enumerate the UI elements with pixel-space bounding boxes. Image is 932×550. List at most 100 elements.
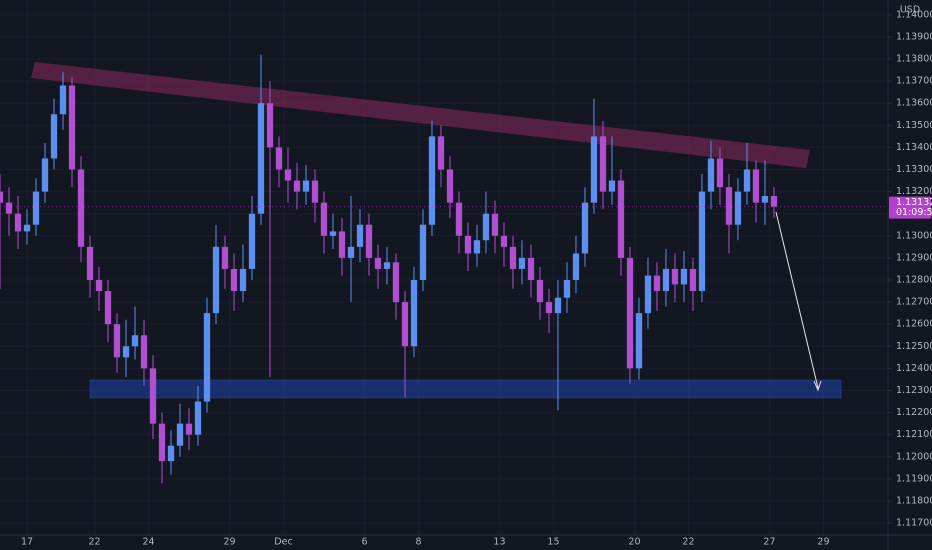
candle-body: [50, 114, 58, 159]
y-tick-label: 1.13200: [896, 186, 932, 197]
candle-body: [599, 136, 607, 192]
candle-body: [185, 423, 193, 435]
candle-body: [140, 335, 148, 369]
candle-body: [266, 103, 274, 148]
candle-body: [275, 147, 283, 170]
y-tick-label: 1.13300: [896, 164, 932, 175]
candle-body: [770, 196, 778, 207]
candle-body: [581, 202, 589, 254]
candle-body: [194, 401, 202, 435]
candle-body: [293, 180, 301, 192]
candle-body: [0, 191, 4, 203]
candle-body: [680, 268, 688, 285]
candle-body: [95, 279, 103, 292]
candle-body: [401, 302, 409, 347]
x-tick-label: 22: [682, 537, 694, 548]
candle-body: [284, 169, 292, 181]
candle-body: [338, 231, 346, 258]
candle-body: [158, 423, 166, 462]
x-tick-label: 20: [628, 537, 640, 548]
candle-body: [563, 279, 571, 298]
candle-body: [68, 85, 76, 170]
candle-body: [221, 246, 229, 269]
y-tick-label: 1.12100: [896, 429, 932, 440]
support-zone: [89, 379, 842, 399]
candle-body: [419, 224, 427, 280]
y-tick-label: 1.12500: [896, 341, 932, 352]
candle-body: [545, 302, 553, 314]
candle-body: [23, 224, 31, 232]
candle-body: [374, 257, 382, 269]
candle-body: [518, 257, 526, 269]
candle-body: [509, 246, 517, 269]
candle-body: [662, 268, 670, 292]
candle-body: [257, 103, 265, 214]
candle-body: [320, 202, 328, 236]
candle-body: [752, 169, 760, 203]
candle-body: [365, 224, 373, 258]
resistance-zone: [31, 62, 810, 168]
candle-body: [473, 240, 481, 254]
candle-body: [455, 202, 463, 236]
y-tick-label: 1.14000: [896, 9, 932, 20]
currency: USD: [900, 5, 920, 16]
candle-body: [149, 368, 157, 424]
x-tick-label: Dec: [274, 537, 292, 548]
candle-body: [383, 262, 391, 269]
y-tick-label: 1.13000: [896, 230, 932, 241]
candle-body: [635, 313, 643, 369]
candle-body: [716, 158, 724, 188]
x-tick-label: 24: [142, 537, 154, 548]
candle-body: [734, 191, 742, 225]
y-tick-label: 1.13800: [896, 54, 932, 65]
candle-body: [77, 169, 85, 247]
y-tick-label: 1.12300: [896, 385, 932, 396]
y-tick-label: 1.12400: [896, 363, 932, 374]
countdown-label: 01:09:54: [896, 207, 932, 218]
y-tick-label: 1.13500: [896, 120, 932, 131]
candle-body: [428, 136, 436, 225]
candle-body: [590, 136, 598, 203]
y-tick-label: 1.13900: [896, 31, 932, 42]
candle-body: [230, 268, 238, 292]
candle-body: [761, 196, 769, 203]
last-price-box: [889, 196, 931, 219]
candle-body: [743, 169, 751, 192]
x-tick-label: 29: [817, 537, 829, 548]
candle-body: [122, 346, 130, 358]
y-tick-label: 1.13600: [896, 98, 932, 109]
candle-body: [302, 180, 310, 192]
candle-body: [482, 213, 490, 241]
currency-badge: [897, 3, 923, 17]
y-tick-label: 1.11900: [896, 473, 932, 484]
candle-body: [392, 262, 400, 303]
candle-body: [437, 136, 445, 170]
candle-body: [572, 253, 580, 280]
x-tick-label: 6: [361, 537, 367, 548]
candle-body: [311, 180, 319, 203]
candle-body: [59, 85, 67, 115]
y-tick-label: 1.13400: [896, 142, 932, 153]
candle-body: [608, 180, 616, 192]
candle-body: [689, 268, 697, 292]
candle-body: [644, 275, 652, 314]
y-tick-label: 1.12900: [896, 252, 932, 263]
candle-body: [491, 213, 499, 236]
candle-body: [527, 257, 535, 280]
candle-body: [554, 297, 562, 314]
candle-body: [32, 191, 40, 225]
y-tick-label: 1.11700: [896, 518, 932, 529]
candle-body: [725, 187, 733, 225]
x-tick-label: 27: [763, 537, 775, 548]
candle-body: [167, 445, 175, 462]
candle-body: [671, 268, 679, 285]
candle-body: [536, 279, 544, 303]
y-tick-label: 1.11800: [896, 495, 932, 506]
x-tick-label: 22: [88, 537, 100, 548]
candle-body: [617, 180, 625, 258]
y-tick-label: 1.13700: [896, 76, 932, 87]
candle-body: [86, 246, 94, 280]
y-tick-label: 1.12700: [896, 297, 932, 308]
